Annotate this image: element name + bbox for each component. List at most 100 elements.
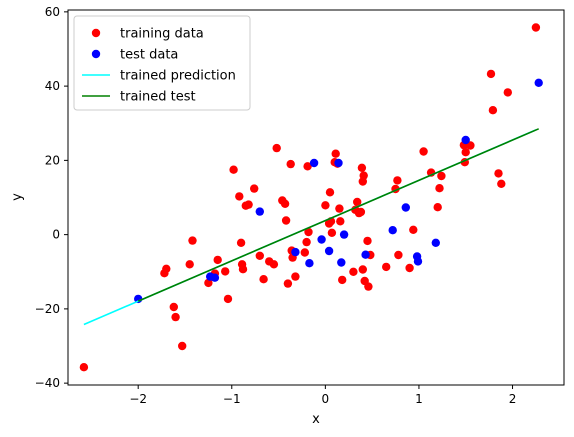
plot-frame — [67, 9, 565, 386]
data-point-training — [221, 267, 230, 276]
data-point-training — [188, 236, 197, 245]
data-point-test — [291, 247, 300, 257]
legend-label-test-data: test data — [120, 48, 178, 63]
data-point-test — [413, 257, 423, 266]
data-point-training — [349, 267, 358, 276]
data-point-training — [283, 279, 293, 288]
data-point-training — [178, 341, 187, 351]
data-point-training — [300, 248, 309, 257]
data-point-test — [461, 135, 470, 145]
data-point-training — [394, 250, 403, 260]
x-tick-label: 0 — [322, 392, 330, 406]
data-point-test — [431, 238, 440, 247]
data-point-training — [437, 171, 446, 181]
legend-label-trained-test: trained test — [120, 90, 196, 105]
data-point-test — [305, 259, 314, 268]
data-point-training — [358, 265, 367, 274]
data-point-training — [223, 294, 233, 304]
data-point-training — [486, 69, 496, 79]
data-point-training — [204, 278, 213, 288]
data-point-training — [280, 199, 290, 208]
legend-box — [73, 15, 251, 111]
y-tick-label: −40 — [35, 376, 60, 390]
data-point-training — [291, 272, 300, 281]
y-tick-label: −20 — [35, 302, 60, 316]
x-tick-label: 2 — [509, 392, 517, 406]
data-point-training — [531, 23, 541, 32]
data-point-training — [382, 262, 391, 272]
data-point-training — [238, 265, 248, 274]
y-tick-label: 20 — [45, 153, 60, 167]
y-tick-label: 40 — [45, 79, 60, 93]
legend-label-training-data: training data — [120, 27, 204, 42]
data-point-training — [244, 200, 253, 209]
data-point-training — [364, 282, 373, 291]
data-point-test — [210, 273, 220, 282]
data-point-training — [302, 237, 311, 247]
data-point-training — [359, 171, 368, 180]
data-point-training — [353, 197, 362, 207]
data-point-training — [466, 141, 475, 150]
data-point-training — [503, 88, 512, 97]
data-point-training — [363, 236, 372, 246]
data-point-test — [534, 78, 543, 88]
legend-marker-training-data — [91, 28, 101, 38]
data-point-training — [185, 260, 194, 269]
data-point-training — [357, 163, 367, 172]
data-point-training — [250, 184, 259, 193]
data-point-training — [235, 192, 244, 201]
y-tick-label: 60 — [45, 5, 60, 19]
data-point-training — [405, 263, 414, 273]
series-line-trained-test — [137, 128, 540, 302]
x-axis-label: x — [312, 412, 320, 427]
data-point-training — [393, 176, 402, 185]
data-point-training — [281, 216, 291, 225]
data-point-training — [433, 203, 442, 212]
data-point-training — [171, 312, 180, 322]
y-tick-label: 0 — [52, 228, 60, 242]
data-point-training — [255, 251, 264, 260]
data-point-training — [162, 264, 171, 273]
data-point-test — [361, 250, 370, 259]
data-point-training — [304, 227, 313, 237]
data-point-training — [79, 363, 89, 372]
data-point-training — [338, 275, 347, 285]
data-point-training — [259, 275, 268, 284]
data-point-training — [213, 255, 222, 265]
data-point-training — [336, 217, 345, 226]
legend-marker-test-data — [91, 49, 101, 59]
data-point-training — [169, 302, 178, 312]
x-tick-label: −1 — [223, 392, 241, 406]
data-point-training — [435, 184, 444, 193]
data-point-training — [419, 147, 428, 156]
y-axis-label: y — [10, 193, 25, 201]
data-point-training — [409, 225, 418, 234]
data-point-training — [286, 159, 295, 169]
legend-label-trained-prediction: trained prediction — [120, 69, 236, 84]
data-point-test — [324, 246, 334, 256]
marks-layer — [79, 23, 543, 372]
data-point-training — [236, 238, 246, 247]
data-point-training — [327, 228, 337, 237]
data-point-training — [335, 204, 344, 213]
ticks-layer: −2 −1 0 1 2 −40 −20 0 20 40 60 — [35, 5, 517, 406]
x-tick-label: 1 — [415, 392, 423, 406]
data-point-training — [269, 260, 279, 269]
legend-items: training data test data trained prediction… — [82, 27, 236, 105]
data-point-test — [337, 258, 346, 267]
data-point-training — [303, 162, 312, 171]
data-point-training — [461, 148, 470, 157]
data-point-training — [497, 179, 506, 188]
data-point-test — [388, 226, 397, 235]
data-point-test — [309, 158, 319, 168]
data-point-training — [494, 169, 503, 178]
data-point-training — [331, 149, 340, 158]
data-point-training — [488, 106, 498, 115]
data-point-training — [272, 143, 281, 153]
data-point-test — [401, 203, 410, 212]
data-point-training — [325, 188, 335, 197]
data-point-test — [317, 235, 326, 244]
data-point-training — [229, 165, 238, 174]
